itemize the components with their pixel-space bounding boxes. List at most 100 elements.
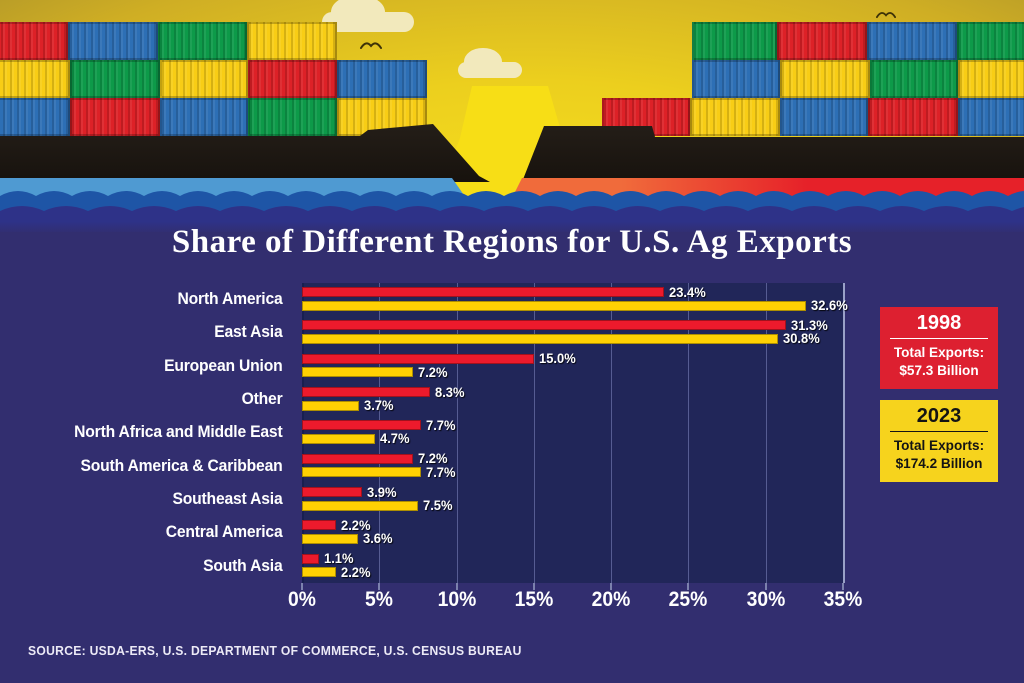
tick-mark	[532, 583, 535, 590]
gridline	[456, 283, 458, 583]
bar-line-1998: 15.0%	[302, 351, 577, 367]
tick-mark	[455, 583, 458, 590]
shipping-container-red	[868, 98, 958, 136]
legend-label: Total Exports:	[893, 344, 985, 360]
value-label-2023: 4.7%	[379, 431, 410, 447]
shipping-container-blue	[867, 22, 957, 60]
value-label-1998: 1.1%	[324, 551, 354, 567]
shipping-container-green	[70, 60, 160, 98]
tick-label: 30%	[746, 588, 786, 611]
cloud-icon	[458, 48, 522, 78]
shipping-container-red	[70, 98, 160, 136]
gridline	[765, 283, 767, 583]
shipping-container-blue	[0, 98, 70, 136]
bar-2023	[302, 400, 360, 411]
value-label-1998: 3.9%	[367, 484, 397, 500]
bar-line-2023: 3.7%	[302, 398, 395, 413]
harbor-illustration	[0, 0, 1024, 236]
bar-line-2023: 7.5%	[302, 498, 454, 513]
value-label-1998: 7.2%	[418, 451, 448, 467]
legend-year: 2023	[916, 405, 962, 427]
bar-line-2023: 4.7%	[302, 431, 410, 447]
bar-1998	[302, 387, 431, 397]
category-label: Other	[241, 390, 283, 409]
category-labels: North America East Asia European Union Othe…	[0, 283, 292, 583]
legend-divider	[890, 431, 988, 432]
bar-line-2023: 7.7%	[302, 464, 457, 480]
bar-2023	[302, 500, 418, 511]
bar-2023	[302, 333, 779, 344]
bar-line-1998: 8.3%	[302, 384, 466, 400]
value-label-2023: 30.8%	[783, 331, 820, 347]
value-label-2023: 3.6%	[362, 531, 393, 547]
category-label: Central America	[165, 523, 283, 542]
category-label: South America & Caribbean	[80, 456, 283, 475]
bar-line-2023: 30.8%	[302, 331, 821, 347]
legend-2023: 2023 Total Exports: $174.2 Billion	[880, 400, 998, 482]
value-label-1998: 23.4%	[668, 284, 706, 300]
bar-line-1998: 2.2%	[302, 517, 372, 533]
value-label-2023: 7.5%	[422, 498, 453, 513]
category-label: East Asia	[214, 323, 283, 342]
bar-1998	[302, 353, 534, 364]
legend-value: $174.2 Billion	[895, 455, 983, 472]
bar-2023	[302, 300, 806, 311]
value-label-1998: 7.7%	[426, 417, 456, 433]
tick-label: 15%	[514, 588, 554, 611]
tick-label: 0%	[288, 588, 316, 611]
shipping-container-green	[870, 60, 958, 98]
value-label-2023: 3.7%	[364, 398, 394, 413]
shipping-container-yellow	[0, 60, 70, 98]
shipping-container-green	[248, 98, 337, 136]
bar-line-1998: 3.9%	[302, 484, 398, 500]
source-note: SOURCE: USDA-ERS, U.S. DEPARTMENT OF COM…	[28, 644, 522, 658]
bar-1998	[302, 487, 363, 497]
shipping-container-red	[0, 22, 68, 60]
bar-1998	[302, 287, 664, 297]
value-label-2023: 7.7%	[426, 464, 456, 480]
bar-line-2023: 3.6%	[302, 531, 393, 547]
tick-mark	[842, 583, 844, 590]
bar-line-1998: 1.1%	[302, 551, 355, 567]
gridline	[533, 283, 535, 583]
bar-line-1998: 31.3%	[302, 317, 829, 333]
bar-row: 7.7% 4.7%	[302, 416, 843, 449]
shipping-container-yellow	[780, 60, 870, 98]
category-label: Southeast Asia	[172, 490, 283, 509]
bar-row: 23.4% 32.6%	[302, 283, 848, 316]
bar-2023	[302, 433, 375, 444]
chart-title: Share of Different Regions for U.S. Ag E…	[171, 224, 853, 260]
shipping-container-green	[158, 22, 247, 60]
value-label-1998: 15.0%	[538, 351, 576, 367]
tick-label: 20%	[591, 588, 631, 611]
value-label-1998: 8.3%	[435, 384, 465, 400]
legend-label: Total Exports:	[893, 437, 985, 453]
bar-row: 7.2% 7.7%	[302, 450, 843, 483]
bar-2023	[302, 467, 422, 478]
bar-1998	[302, 320, 786, 331]
bar-line-2023: 2.2%	[302, 565, 372, 580]
shipping-container-yellow	[160, 60, 248, 98]
bar-1998	[302, 520, 336, 531]
value-label-2023: 7.2%	[418, 364, 448, 380]
category-label: North Africa and Middle East	[74, 423, 283, 442]
shipping-container-red	[777, 22, 867, 60]
tick-mark	[610, 583, 613, 590]
value-label-1998: 31.3%	[790, 317, 828, 333]
value-label-1998: 2.2%	[341, 517, 371, 533]
shipping-container-green	[692, 22, 777, 60]
cloud-icon	[322, 0, 414, 32]
shipping-container-blue	[780, 98, 868, 136]
tick-mark	[378, 583, 381, 590]
tick-label: 5%	[365, 588, 394, 611]
bar-row: 15.0% 7.2%	[302, 350, 843, 383]
tick-mark	[764, 583, 767, 590]
bar-line-2023: 7.2%	[302, 364, 449, 380]
value-label-2023: 32.6%	[810, 298, 848, 313]
bar-1998	[302, 453, 414, 464]
bar-row: 2.2% 3.6%	[302, 516, 843, 549]
gridline	[688, 283, 690, 583]
bar-1998	[302, 420, 422, 431]
gridline	[611, 283, 613, 583]
